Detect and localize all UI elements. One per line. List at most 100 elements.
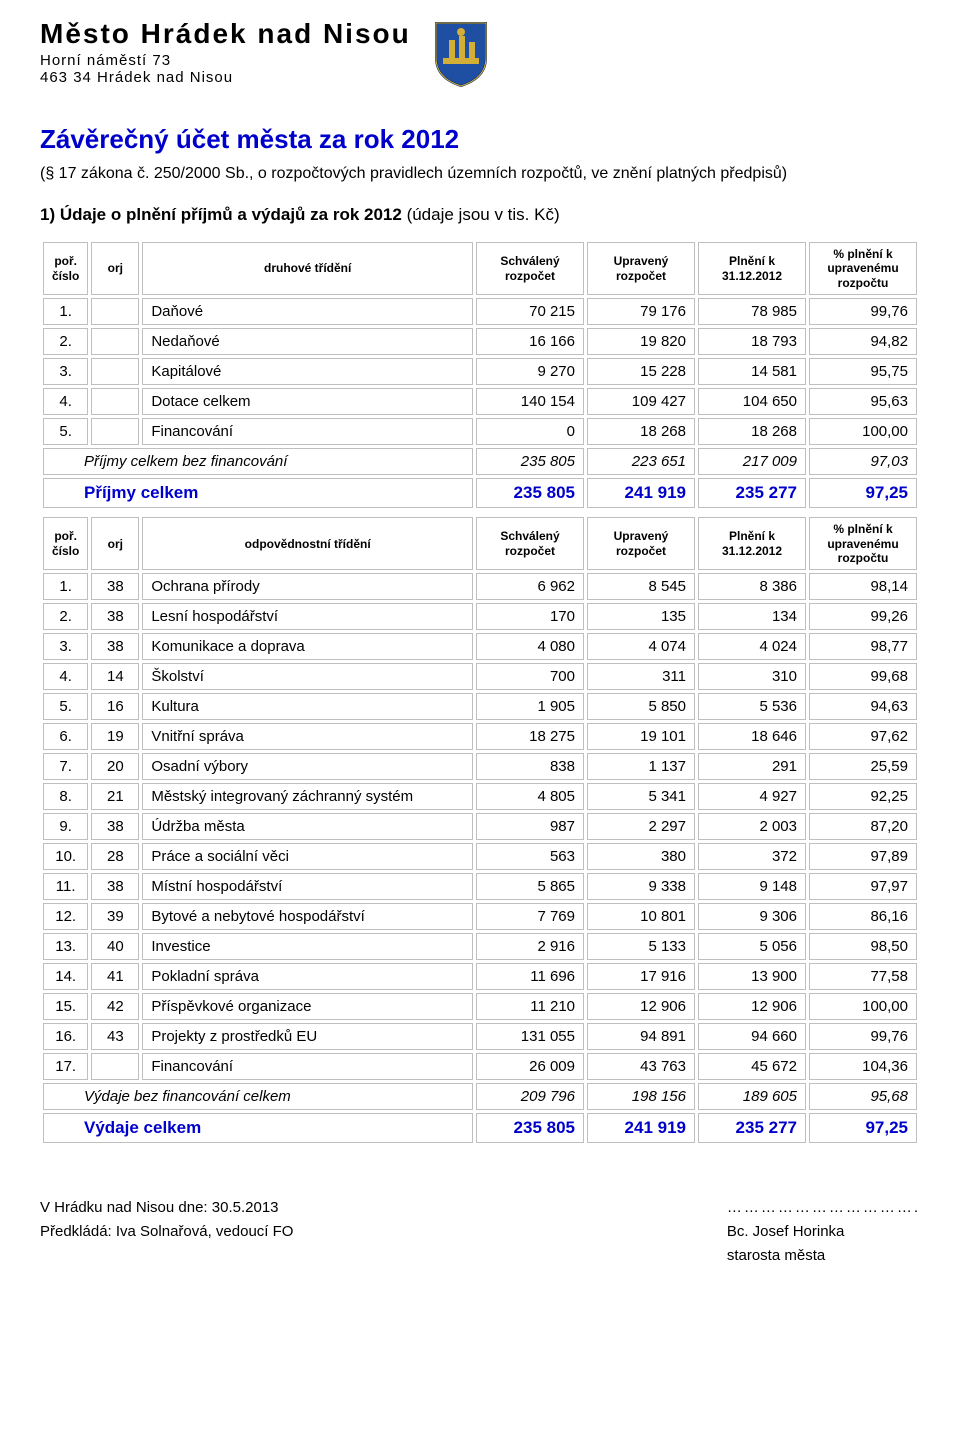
- table-row: 4.14Školství70031131099,68: [43, 663, 917, 690]
- cell-name: Nedaňové: [142, 328, 473, 355]
- cell-schv: 2 916: [476, 933, 584, 960]
- cell-num: 17.: [43, 1053, 88, 1080]
- cell-pln: 8 386: [698, 573, 806, 600]
- cell-schv: 209 796: [476, 1083, 584, 1110]
- cell-schv: 26 009: [476, 1053, 584, 1080]
- cell-upr: 19 820: [587, 328, 695, 355]
- cell-upr: 18 268: [587, 418, 695, 445]
- col-pln: Plnění k 31.12.2012: [698, 517, 806, 570]
- cell-orj: 38: [91, 603, 139, 630]
- cell-pln: 5 056: [698, 933, 806, 960]
- cell-schv: 235 805: [476, 448, 584, 475]
- footer-left: V Hrádku nad Nisou dne: 30.5.2013 Předkl…: [40, 1196, 293, 1268]
- cell-pct: 97,97: [809, 873, 917, 900]
- cell-schv: 170: [476, 603, 584, 630]
- signer-role: starosta města: [727, 1244, 920, 1268]
- cell-upr: 8 545: [587, 573, 695, 600]
- table-row: 6.19Vnitřní správa18 27519 10118 64697,6…: [43, 723, 917, 750]
- table-row: 4.Dotace celkem140 154109 427104 65095,6…: [43, 388, 917, 415]
- cell-orj: 14: [91, 663, 139, 690]
- footer-right: ……………………………. Bc. Josef Horinka starosta …: [727, 1196, 920, 1268]
- cell-pln: 235 277: [698, 1113, 806, 1143]
- cell-schv: 4 080: [476, 633, 584, 660]
- cell-pln: 235 277: [698, 478, 806, 508]
- cell-pln: 291: [698, 753, 806, 780]
- cell-upr: 2 297: [587, 813, 695, 840]
- cell-pln: 134: [698, 603, 806, 630]
- cell-num: 2.: [43, 328, 88, 355]
- cell-pct: 99,68: [809, 663, 917, 690]
- cell-name: Daňové: [142, 298, 473, 325]
- cell-upr: 17 916: [587, 963, 695, 990]
- expense-table: poř. číslo orj odpovědnostní třídění Sch…: [40, 514, 920, 1146]
- cell-num: 13.: [43, 933, 88, 960]
- col-upr: Upravený rozpočet: [587, 242, 695, 295]
- cell-upr: 241 919: [587, 1113, 695, 1143]
- cell-pct: 94,63: [809, 693, 917, 720]
- cell-schv: 235 805: [476, 478, 584, 508]
- table-row: 12.39Bytové a nebytové hospodářství7 769…: [43, 903, 917, 930]
- cell-name: Příspěvkové organizace: [142, 993, 473, 1020]
- cell-upr: 241 919: [587, 478, 695, 508]
- cell-schv: 700: [476, 663, 584, 690]
- cell-name: Místní hospodářství: [142, 873, 473, 900]
- cell-name: Dotace celkem: [142, 388, 473, 415]
- table-row: 2.38Lesní hospodářství17013513499,26: [43, 603, 917, 630]
- cell-num: 9.: [43, 813, 88, 840]
- col-pct: % plnění k upravenému rozpočtu: [809, 242, 917, 295]
- cell-num: 5.: [43, 418, 88, 445]
- table-row: 8.21Městský integrovaný záchranný systém…: [43, 783, 917, 810]
- cell-pct: 98,77: [809, 633, 917, 660]
- cell-num: 3.: [43, 633, 88, 660]
- cell-pct: 95,68: [809, 1083, 917, 1110]
- cell-name: Práce a sociální věci: [142, 843, 473, 870]
- cell-pln: 310: [698, 663, 806, 690]
- cell-pln: 18 646: [698, 723, 806, 750]
- cell-upr: 5 133: [587, 933, 695, 960]
- cell-num: 16.: [43, 1023, 88, 1050]
- cell-num: 7.: [43, 753, 88, 780]
- cell-upr: 43 763: [587, 1053, 695, 1080]
- table-row: 1.38Ochrana přírody6 9628 5458 38698,14: [43, 573, 917, 600]
- cell-schv: 140 154: [476, 388, 584, 415]
- cell-name: Lesní hospodářství: [142, 603, 473, 630]
- cell-pct: 100,00: [809, 418, 917, 445]
- cell-pln: 18 268: [698, 418, 806, 445]
- cell-name: Ochrana přírody: [142, 573, 473, 600]
- col-schv: Schválený rozpočet: [476, 242, 584, 295]
- section-1-heading: 1) Údaje o plnění příjmů a výdajů za rok…: [40, 205, 920, 225]
- col-pct: % plnění k upravenému rozpočtu: [809, 517, 917, 570]
- cell-num: 8.: [43, 783, 88, 810]
- cell-num: 10.: [43, 843, 88, 870]
- law-reference: (§ 17 zákona č. 250/2000 Sb., o rozpočto…: [40, 165, 920, 183]
- cell-upr: 9 338: [587, 873, 695, 900]
- cell-schv: 131 055: [476, 1023, 584, 1050]
- cell-orj: 43: [91, 1023, 139, 1050]
- table-row: 5.16Kultura1 9055 8505 53694,63: [43, 693, 917, 720]
- cell-orj: [91, 298, 139, 325]
- cell-upr: 198 156: [587, 1083, 695, 1110]
- cell-upr: 12 906: [587, 993, 695, 1020]
- header-text-block: Město Hrádek nad Nisou Horní náměstí 73 …: [40, 18, 411, 86]
- table-row: 2.Nedaňové16 16619 82018 79394,82: [43, 328, 917, 355]
- cell-schv: 563: [476, 843, 584, 870]
- cell-pct: 99,76: [809, 298, 917, 325]
- table-row: 15.42Příspěvkové organizace11 21012 9061…: [43, 993, 917, 1020]
- cell-name: Kultura: [142, 693, 473, 720]
- section-1-label: 1) Údaje o plnění příjmů a výdajů za rok…: [40, 205, 402, 224]
- cell-upr: 5 850: [587, 693, 695, 720]
- cell-pct: 95,75: [809, 358, 917, 385]
- footer-submitter: Předkládá: Iva Solnařová, vedoucí FO: [40, 1220, 293, 1244]
- cell-name: Pokladní správa: [142, 963, 473, 990]
- address-line-2: 463 34 Hrádek nad Nisou: [40, 69, 411, 86]
- signer-name: Bc. Josef Horinka: [727, 1220, 920, 1244]
- table-row: 17.Financování26 00943 76345 672104,36: [43, 1053, 917, 1080]
- cell-name: Údržba města: [142, 813, 473, 840]
- cell-num: 4.: [43, 663, 88, 690]
- cell-orj: 21: [91, 783, 139, 810]
- cell-name: Investice: [142, 933, 473, 960]
- cell-pct: 86,16: [809, 903, 917, 930]
- cell-name: Kapitálové: [142, 358, 473, 385]
- cell-num: 3.: [43, 358, 88, 385]
- cell-upr: 15 228: [587, 358, 695, 385]
